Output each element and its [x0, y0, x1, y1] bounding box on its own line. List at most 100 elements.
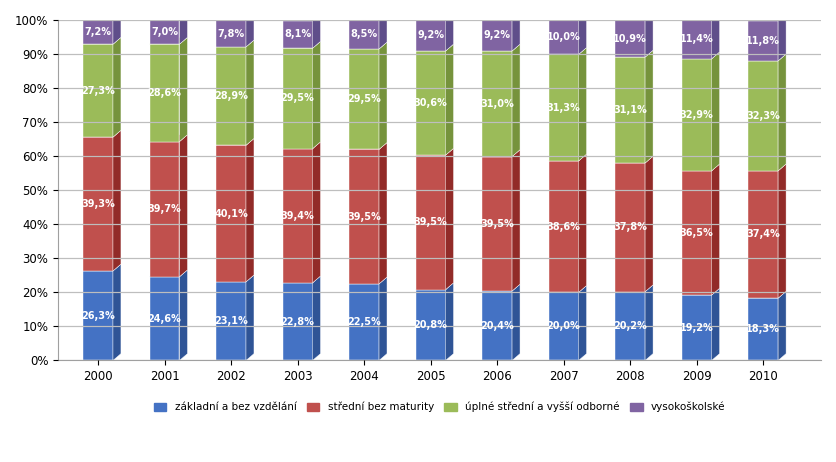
Polygon shape — [415, 44, 453, 51]
Text: 40,1%: 40,1% — [214, 208, 248, 219]
Bar — [83, 20, 113, 44]
Bar — [748, 171, 778, 298]
Polygon shape — [711, 288, 720, 360]
Bar — [283, 21, 313, 48]
Polygon shape — [548, 154, 587, 161]
Text: 7,8%: 7,8% — [217, 29, 245, 39]
Polygon shape — [113, 13, 121, 44]
Polygon shape — [748, 164, 786, 171]
Polygon shape — [150, 37, 187, 44]
Text: 18,3%: 18,3% — [747, 324, 780, 334]
Polygon shape — [150, 13, 187, 20]
Bar — [748, 298, 778, 360]
Polygon shape — [246, 275, 254, 360]
Polygon shape — [150, 270, 187, 277]
Bar — [283, 283, 313, 360]
Text: 9,2%: 9,2% — [483, 30, 511, 40]
Bar — [615, 163, 645, 292]
Bar — [83, 271, 113, 360]
Polygon shape — [645, 50, 653, 163]
Text: 39,4%: 39,4% — [281, 211, 314, 221]
Text: 10,9%: 10,9% — [614, 34, 647, 43]
Text: 20,2%: 20,2% — [614, 321, 647, 331]
Text: 29,5%: 29,5% — [281, 93, 314, 103]
Text: 39,5%: 39,5% — [347, 212, 381, 222]
Polygon shape — [180, 135, 187, 277]
Polygon shape — [512, 13, 520, 51]
Text: 8,1%: 8,1% — [284, 30, 311, 39]
Polygon shape — [615, 156, 653, 163]
Polygon shape — [180, 13, 187, 44]
Polygon shape — [711, 52, 720, 171]
Polygon shape — [711, 164, 720, 295]
Text: 24,6%: 24,6% — [148, 314, 181, 323]
Legend: základní a bez vzdělání, střední bez maturity, úplné střední a vyšší odborné, vy: základní a bez vzdělání, střední bez mat… — [150, 398, 730, 417]
Polygon shape — [246, 40, 254, 145]
Text: 30,6%: 30,6% — [414, 98, 447, 108]
Polygon shape — [579, 48, 587, 161]
Bar — [283, 48, 313, 149]
Text: 39,3%: 39,3% — [81, 199, 115, 209]
Text: 27,3%: 27,3% — [81, 85, 115, 96]
Polygon shape — [415, 148, 453, 155]
Bar — [150, 141, 180, 277]
Text: 9,2%: 9,2% — [417, 30, 444, 40]
Bar — [415, 290, 446, 360]
Text: 31,0%: 31,0% — [480, 99, 514, 109]
Polygon shape — [748, 54, 786, 61]
Polygon shape — [548, 286, 587, 292]
Text: 11,4%: 11,4% — [680, 34, 713, 44]
Bar — [415, 20, 446, 51]
Polygon shape — [446, 13, 453, 51]
Polygon shape — [512, 150, 520, 291]
Polygon shape — [313, 42, 320, 149]
Polygon shape — [615, 50, 653, 57]
Polygon shape — [313, 14, 320, 48]
Polygon shape — [313, 276, 320, 360]
Bar — [216, 145, 246, 282]
Polygon shape — [645, 156, 653, 292]
Text: 22,5%: 22,5% — [347, 317, 381, 327]
Text: 39,7%: 39,7% — [148, 204, 181, 214]
Text: 10,0%: 10,0% — [547, 32, 580, 43]
Bar — [748, 21, 778, 61]
Polygon shape — [482, 284, 520, 291]
Polygon shape — [83, 37, 121, 44]
Polygon shape — [180, 270, 187, 360]
Bar — [615, 292, 645, 360]
Polygon shape — [349, 277, 387, 284]
Bar — [748, 61, 778, 171]
Polygon shape — [113, 130, 121, 271]
Polygon shape — [748, 292, 786, 298]
Bar — [548, 161, 579, 292]
Bar — [681, 295, 711, 360]
Text: 37,4%: 37,4% — [747, 230, 780, 239]
Bar — [482, 51, 512, 157]
Polygon shape — [83, 264, 121, 271]
Polygon shape — [283, 142, 320, 149]
Bar — [548, 292, 579, 360]
Polygon shape — [681, 52, 720, 59]
Polygon shape — [349, 42, 387, 49]
Polygon shape — [548, 13, 587, 20]
Polygon shape — [83, 13, 121, 20]
Bar — [83, 137, 113, 271]
Bar — [349, 149, 379, 284]
Polygon shape — [313, 142, 320, 283]
Text: 8,5%: 8,5% — [350, 30, 378, 39]
Polygon shape — [681, 164, 720, 171]
Polygon shape — [482, 44, 520, 51]
Text: 37,8%: 37,8% — [613, 222, 647, 232]
Polygon shape — [283, 42, 320, 48]
Bar — [349, 49, 379, 149]
Bar — [216, 47, 246, 145]
Text: 32,3%: 32,3% — [747, 111, 780, 121]
Bar — [615, 57, 645, 163]
Text: 7,2%: 7,2% — [84, 27, 111, 37]
Bar — [615, 20, 645, 57]
Text: 31,1%: 31,1% — [614, 105, 647, 115]
Polygon shape — [379, 277, 387, 360]
Text: 20,4%: 20,4% — [480, 321, 514, 331]
Text: 38,6%: 38,6% — [547, 222, 580, 231]
Polygon shape — [681, 288, 720, 295]
